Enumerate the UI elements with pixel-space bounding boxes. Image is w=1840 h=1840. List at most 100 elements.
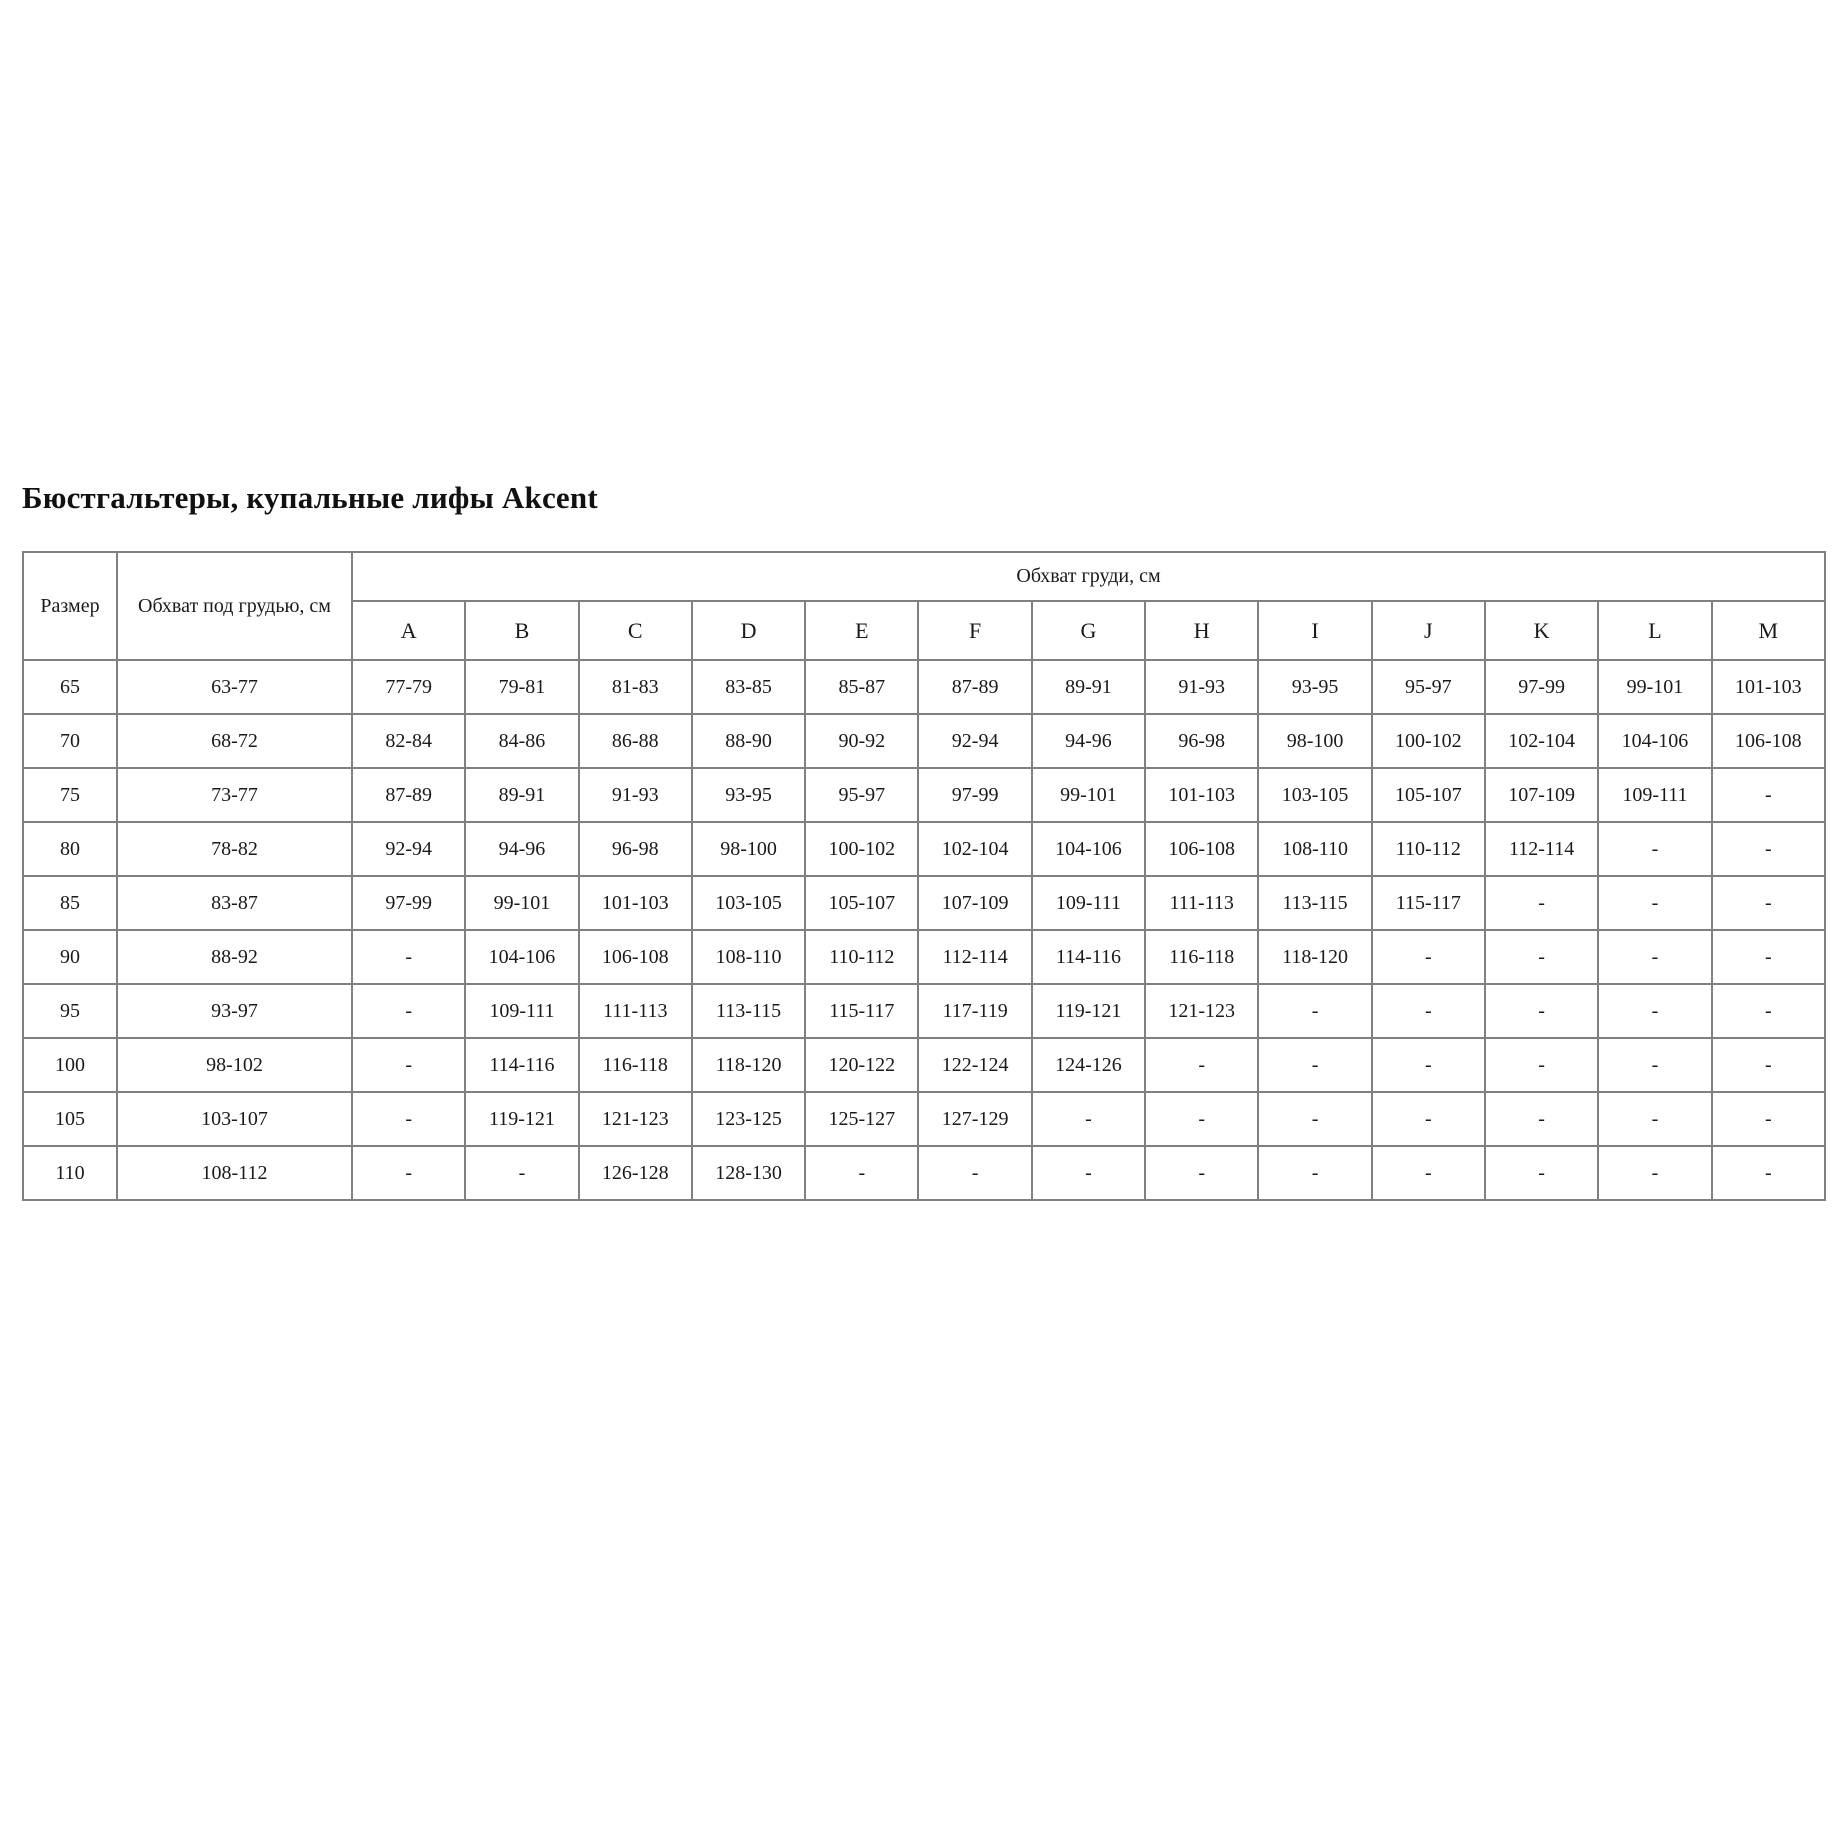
table-body: 65 63-77 77-79 79-81 81-83 83-85 85-87 87-89 89-… [22,659,1827,1201]
size-chart-table: Размер Обхват под грудью, см Обхват груд… [22,551,1827,1201]
cell-underbust: 108-112 [116,1145,353,1201]
cell-size: 80 [22,821,118,877]
header-size: Размер [22,551,118,661]
cell-cup-b: 79-81 [464,659,580,715]
cell-cup-g: 89-91 [1030,659,1147,715]
cell-cup-j: 105-107 [1370,767,1486,823]
cell-cup-k: - [1483,1145,1600,1201]
cell-cup-a: 82-84 [350,713,467,769]
cell-cup-b: 114-116 [464,1037,580,1093]
table-row: 90 88-92-104-106 106-108 108-110 110-112 112-… [22,929,1827,985]
cell-cup-c: 116-118 [577,1037,693,1093]
cell-cup-d: 118-120 [690,1037,807,1093]
cell-cup-k: 107-109 [1483,767,1600,823]
cell-size: 70 [22,713,118,769]
table-row: 85 83-87 97-99 99-101 101-103 103-105 105-107 1… [22,875,1827,931]
table-row: 80 78-82 92-94 94-96 96-98 98-100 100-102 102-1… [22,821,1827,877]
cell-underbust: 78-82 [116,821,353,877]
cell-cup-e: 125-127 [804,1091,920,1147]
cell-cup-d: 123-125 [690,1091,807,1147]
cell-cup-g: 94-96 [1030,713,1147,769]
cell-cup-b: 119-121 [464,1091,580,1147]
cell-cup-d: 108-110 [690,929,807,985]
cell-cup-j: - [1370,1037,1486,1093]
cell-cup-f: 122-124 [917,1037,1033,1093]
cell-cup-k: - [1483,875,1600,931]
cell-cup-c: 106-108 [577,929,693,985]
header-cup-l: L [1597,600,1713,661]
cell-cup-m: - [1710,875,1827,931]
cell-cup-i: 108-110 [1257,821,1373,877]
table-row: 95 93-97-109-111 111-113 113-115 115-117 117-… [22,983,1827,1039]
cell-size: 110 [22,1145,118,1201]
cell-cup-l: - [1597,875,1713,931]
cell-cup-i: 103-105 [1257,767,1373,823]
cell-cup-h: 106-108 [1144,821,1260,877]
cell-cup-f: 92-94 [917,713,1033,769]
cell-cup-j: 100-102 [1370,713,1486,769]
cell-cup-g: - [1030,1145,1147,1201]
cell-cup-i: - [1257,1037,1373,1093]
cell-cup-j: 95-97 [1370,659,1486,715]
cell-cup-m: - [1710,1091,1827,1147]
cell-size: 100 [22,1037,118,1093]
header-underbust: Обхват под грудью, см [116,551,353,661]
cell-cup-d: 103-105 [690,875,807,931]
page-title: Бюстгальтеры, купальные лифы Akcent [22,480,598,515]
cell-cup-c: 86-88 [577,713,693,769]
cell-cup-c: 91-93 [577,767,693,823]
cell-cup-a: - [350,929,467,985]
cell-cup-i: 118-120 [1257,929,1373,985]
cell-cup-d: 83-85 [690,659,807,715]
cell-cup-f: - [917,1145,1033,1201]
cell-cup-a: 87-89 [350,767,467,823]
cell-size: 75 [22,767,118,823]
cell-cup-g: 99-101 [1030,767,1147,823]
table-row: 65 63-77 77-79 79-81 81-83 83-85 85-87 87-89 89-… [22,659,1827,715]
cell-cup-b: - [464,1145,580,1201]
cell-underbust: 88-92 [116,929,353,985]
cell-cup-m: - [1710,929,1827,985]
size-chart-container: Размер Обхват под грудью, см Обхват груд… [22,551,1827,1201]
cell-cup-a: 77-79 [350,659,467,715]
header-cup-b: B [464,600,580,661]
cell-cup-k: 102-104 [1483,713,1600,769]
cell-cup-e: 115-117 [804,983,920,1039]
cell-cup-h: - [1144,1145,1260,1201]
cell-cup-h: 116-118 [1144,929,1260,985]
cell-cup-m: 106-108 [1710,713,1827,769]
cell-cup-d: 88-90 [690,713,807,769]
cell-size: 90 [22,929,118,985]
cell-cup-l: 104-106 [1597,713,1713,769]
cell-size: 105 [22,1091,118,1147]
cell-cup-l: - [1597,929,1713,985]
cell-cup-g: - [1030,1091,1147,1147]
cell-cup-a: 92-94 [350,821,467,877]
header-cup-d: D [690,600,807,661]
cell-cup-b: 94-96 [464,821,580,877]
cell-cup-a: - [350,1145,467,1201]
cell-cup-c: 101-103 [577,875,693,931]
cell-cup-j: - [1370,983,1486,1039]
cell-cup-j: 115-117 [1370,875,1486,931]
cell-cup-b: 99-101 [464,875,580,931]
cell-cup-m: - [1710,1145,1827,1201]
header-row-top: Размер Обхват под грудью, см Обхват груд… [22,551,1826,661]
cell-cup-m: - [1710,767,1827,823]
cell-cup-m: - [1710,821,1827,877]
cell-cup-c: 81-83 [577,659,693,715]
cell-cup-b: 109-111 [464,983,580,1039]
table-row: 75 73-77 87-89 89-91 91-93 93-95 95-97 97-99 99-… [22,767,1827,823]
cell-underbust: 98-102 [116,1037,353,1093]
cell-cup-l: - [1597,1037,1713,1093]
cell-cup-m: - [1710,1037,1827,1093]
cell-cup-j: - [1370,929,1486,985]
cell-cup-f: 97-99 [917,767,1033,823]
header-cup-g: G [1030,600,1147,661]
cell-cup-e: 120-122 [804,1037,920,1093]
cell-cup-d: 128-130 [690,1145,807,1201]
header-cup-e: E [804,600,920,661]
cell-cup-h: 111-113 [1144,875,1260,931]
header-cup-k: K [1483,600,1600,661]
